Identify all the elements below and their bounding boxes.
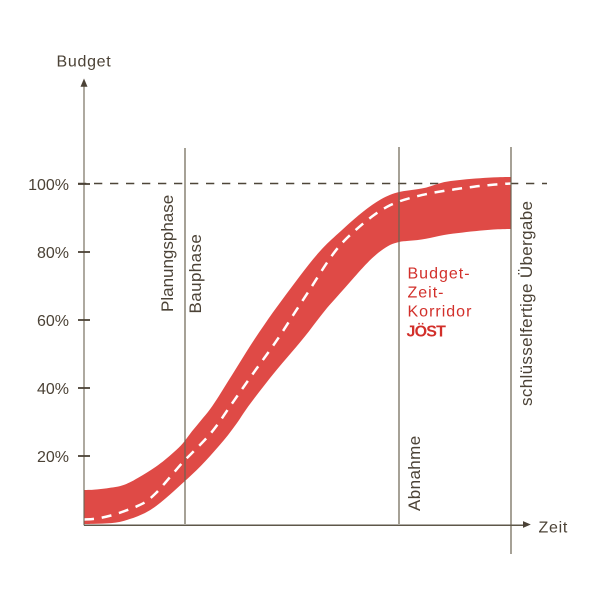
svg-text:40%: 40% [37, 381, 69, 398]
svg-text:Bauphase: Bauphase [186, 234, 205, 314]
svg-text:Korridor: Korridor [408, 304, 473, 321]
svg-text:Zeit-: Zeit- [408, 285, 445, 302]
svg-text:schlüsselfertige Übergabe: schlüsselfertige Übergabe [517, 201, 536, 406]
svg-text:Abnahme: Abnahme [405, 435, 424, 511]
svg-text:Budget: Budget [57, 54, 112, 71]
svg-text:100%: 100% [28, 177, 69, 194]
svg-text:80%: 80% [37, 245, 69, 262]
svg-text:Budget-: Budget- [408, 265, 471, 282]
svg-text:Planungsphase: Planungsphase [158, 195, 177, 312]
svg-text:60%: 60% [37, 313, 69, 330]
svg-text:Zeit: Zeit [539, 520, 568, 537]
svg-text:JÖST: JÖST [407, 322, 447, 341]
svg-text:20%: 20% [37, 449, 69, 466]
